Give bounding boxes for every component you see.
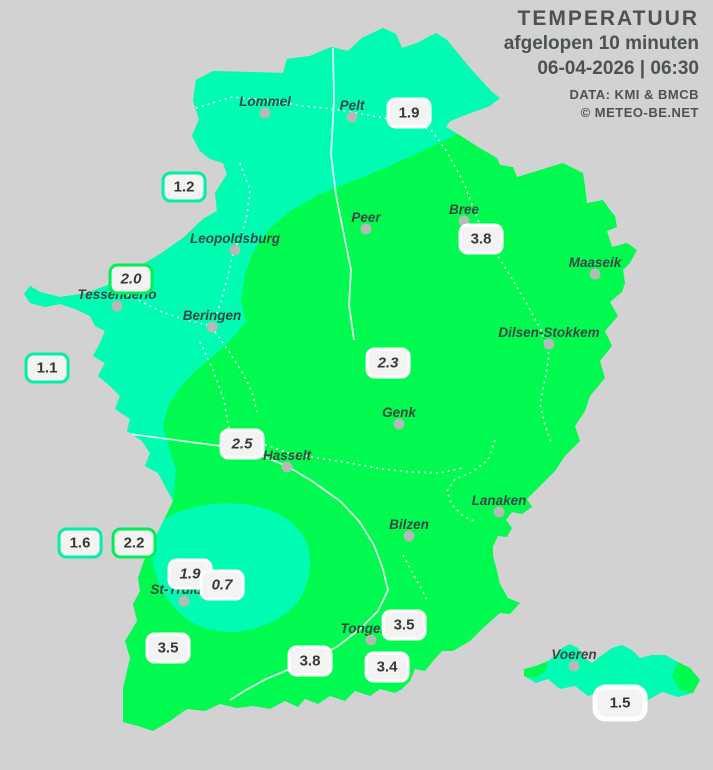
city-dot bbox=[281, 461, 293, 473]
city-label: Genk bbox=[382, 405, 416, 420]
city-dot bbox=[568, 660, 580, 672]
data-source: DATA: KMI & BMCB bbox=[569, 86, 699, 102]
subtitle: afgelopen 10 minuten bbox=[503, 33, 699, 55]
copyright: © METEO-BE.NET bbox=[580, 105, 699, 121]
city-label: Pelt bbox=[339, 98, 365, 113]
temp-badge-tessenderlo: 2.0 bbox=[108, 263, 154, 295]
map-header: TEMPERATUUR afgelopen 10 minuten 06-04-2… bbox=[504, 6, 699, 123]
city-dot bbox=[178, 595, 190, 607]
city-label: Hasselt bbox=[262, 448, 312, 463]
page-title: TEMPERATUUR bbox=[517, 7, 699, 30]
voeren-enclave bbox=[524, 644, 700, 703]
city-label: Peer bbox=[351, 210, 381, 225]
city-dot bbox=[111, 300, 123, 312]
voeren-warm-east-tip bbox=[672, 662, 700, 693]
city-dot bbox=[346, 111, 358, 123]
temp-badge-southwest-1: 1.6 bbox=[57, 527, 103, 559]
city-dot bbox=[403, 530, 415, 542]
city-label: Beringen bbox=[182, 308, 242, 323]
municipal-boundary-lines bbox=[116, 96, 553, 603]
city-dot bbox=[543, 338, 555, 350]
temp-badge-center: 2.3 bbox=[365, 347, 411, 379]
city-dot bbox=[360, 223, 372, 235]
temp-badge-tongeren: 3.5 bbox=[381, 609, 427, 641]
city-dot bbox=[206, 321, 218, 333]
city-label: Voeren bbox=[551, 647, 597, 662]
city-dot bbox=[589, 268, 601, 280]
city-dot bbox=[393, 418, 405, 430]
city-dot bbox=[365, 634, 377, 646]
temp-badge-north: 1.2 bbox=[161, 171, 207, 203]
city-dot bbox=[229, 244, 241, 256]
city-label: Leopoldsburg bbox=[190, 231, 280, 246]
temp-badge-south-2: 3.4 bbox=[364, 651, 410, 683]
temp-badge-pelt: 1.9 bbox=[386, 97, 432, 129]
voeren-cool-zone bbox=[524, 644, 700, 703]
temp-badge-bree: 3.8 bbox=[458, 223, 504, 255]
city-label: Dilsen-Stokkem bbox=[498, 325, 600, 340]
city-label: Bilzen bbox=[389, 517, 429, 532]
temp-badge-hasselt: 2.5 bbox=[219, 428, 265, 460]
voeren-warm-west-tip bbox=[524, 661, 548, 678]
temp-badge-southwest-2: 2.2 bbox=[111, 527, 157, 559]
city-dot bbox=[259, 107, 271, 119]
temp-badge-south-west: 3.5 bbox=[145, 632, 191, 664]
city-label: Maaseik bbox=[568, 255, 622, 270]
temp-badge-south-1: 3.8 bbox=[287, 645, 333, 677]
city-dot bbox=[458, 215, 470, 227]
temp-badge-voeren: 1.5 bbox=[592, 684, 648, 722]
datetime: 06-04-2026 | 06:30 bbox=[537, 57, 699, 79]
temp-badge-west: 1.1 bbox=[24, 352, 70, 384]
temperature-zone-cool-sttruiden bbox=[151, 503, 311, 633]
city-label: Lanaken bbox=[471, 493, 527, 508]
city-dot bbox=[493, 506, 505, 518]
temp-badge-sttruiden-2: 0.7 bbox=[199, 569, 245, 601]
city-label: Lommel bbox=[239, 94, 291, 109]
city-label: Bree bbox=[448, 202, 480, 217]
